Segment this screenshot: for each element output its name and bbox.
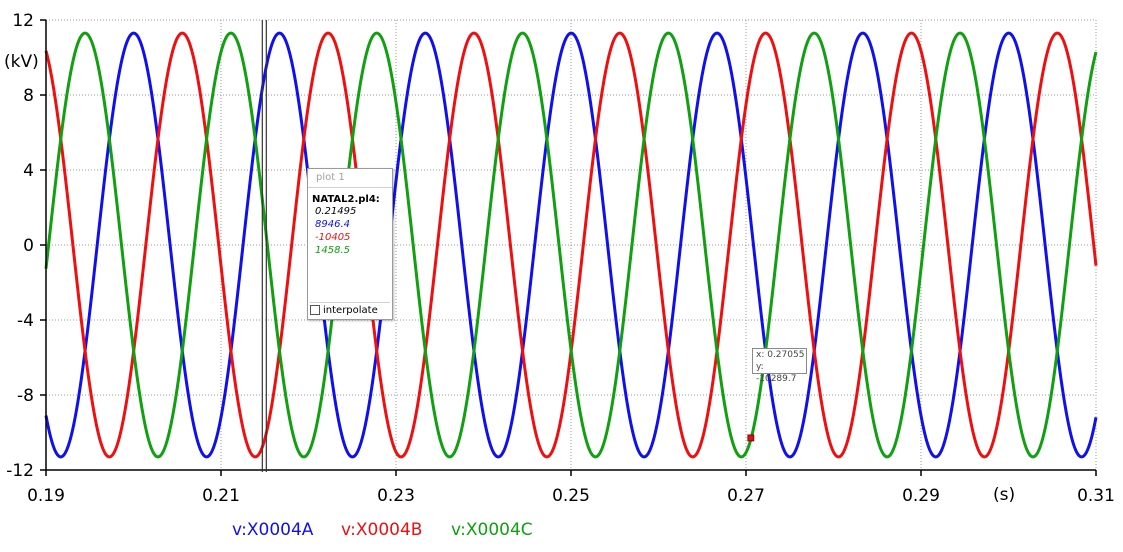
data-box-value-b: -10405 [315, 232, 351, 243]
y-tick-label: 12 [12, 11, 34, 31]
data-box-value-c: 1458.5 [315, 245, 350, 256]
x-tick-label: 0.27 [727, 486, 765, 506]
interpolate-option[interactable]: interpolate [310, 302, 390, 317]
cursor-point-marker[interactable] [747, 434, 755, 442]
data-box-value-a: 8946.4 [315, 219, 350, 230]
series-layer [44, 31, 1098, 459]
data-box-file: NATAL2.pl4: [312, 194, 380, 205]
y-tick-label: -4 [17, 311, 34, 331]
x-tick-label: 0.19 [27, 486, 65, 506]
interpolate-checkbox[interactable] [310, 305, 320, 315]
interpolate-label: interpolate [323, 305, 378, 316]
data-box-time: 0.21495 [315, 206, 357, 217]
x-tick-label: 0.29 [902, 486, 940, 506]
x-tick-label: 0.23 [377, 486, 415, 506]
cursor-point-marker[interactable] [747, 434, 755, 442]
vertical-cursor[interactable] [261, 20, 267, 472]
y-tick-label: -8 [17, 386, 34, 406]
data-box-title: plot 1 [308, 169, 392, 188]
y-tick-label: 4 [23, 161, 34, 181]
ticks: 0.19 0.21 0.23 0.25 0.27 0.29 0.31 12 8 4 0 -4 -8 -12 [6, 11, 1115, 506]
plot-area[interactable]: 0.19 0.21 0.23 0.25 0.27 0.29 0.31 12 8 4 0 -4 -8 -12… [0, 0, 1123, 515]
x-unit-label: (s) [993, 485, 1015, 505]
legend-item-x0004a[interactable]: v:X0004A [232, 520, 314, 540]
series-line-vx0004c [44, 31, 1098, 459]
legend-item-x0004b[interactable]: v:X0004B [341, 520, 423, 540]
x-tick-label: 0.21 [202, 486, 240, 506]
grid [46, 19, 1097, 470]
legend: v:X0004A v:X0004B v:X0004C [0, 520, 1123, 548]
cursor-tooltip-y: y: -10289.7 [756, 362, 797, 384]
y-tick-label: 8 [23, 86, 34, 106]
x-tick-label: 0.25 [552, 486, 590, 506]
y-unit-label: (kV) [4, 52, 39, 72]
y-tick-label: 0 [23, 236, 34, 256]
cursor-tooltip-x: x: 0.27055 [756, 350, 805, 360]
legend-item-x0004c[interactable]: v:X0004C [451, 520, 533, 540]
data-readout-box[interactable]: plot 1 NATAL2.pl4: 0.21495 8946.4 -10405… [307, 168, 393, 320]
y-tick-label: -12 [6, 461, 34, 481]
x-tick-label: 0.31 [1077, 486, 1115, 506]
cursor-tooltip: x: 0.27055 y: -10289.7 [752, 348, 807, 384]
series-line-vx0004a [44, 31, 1098, 459]
